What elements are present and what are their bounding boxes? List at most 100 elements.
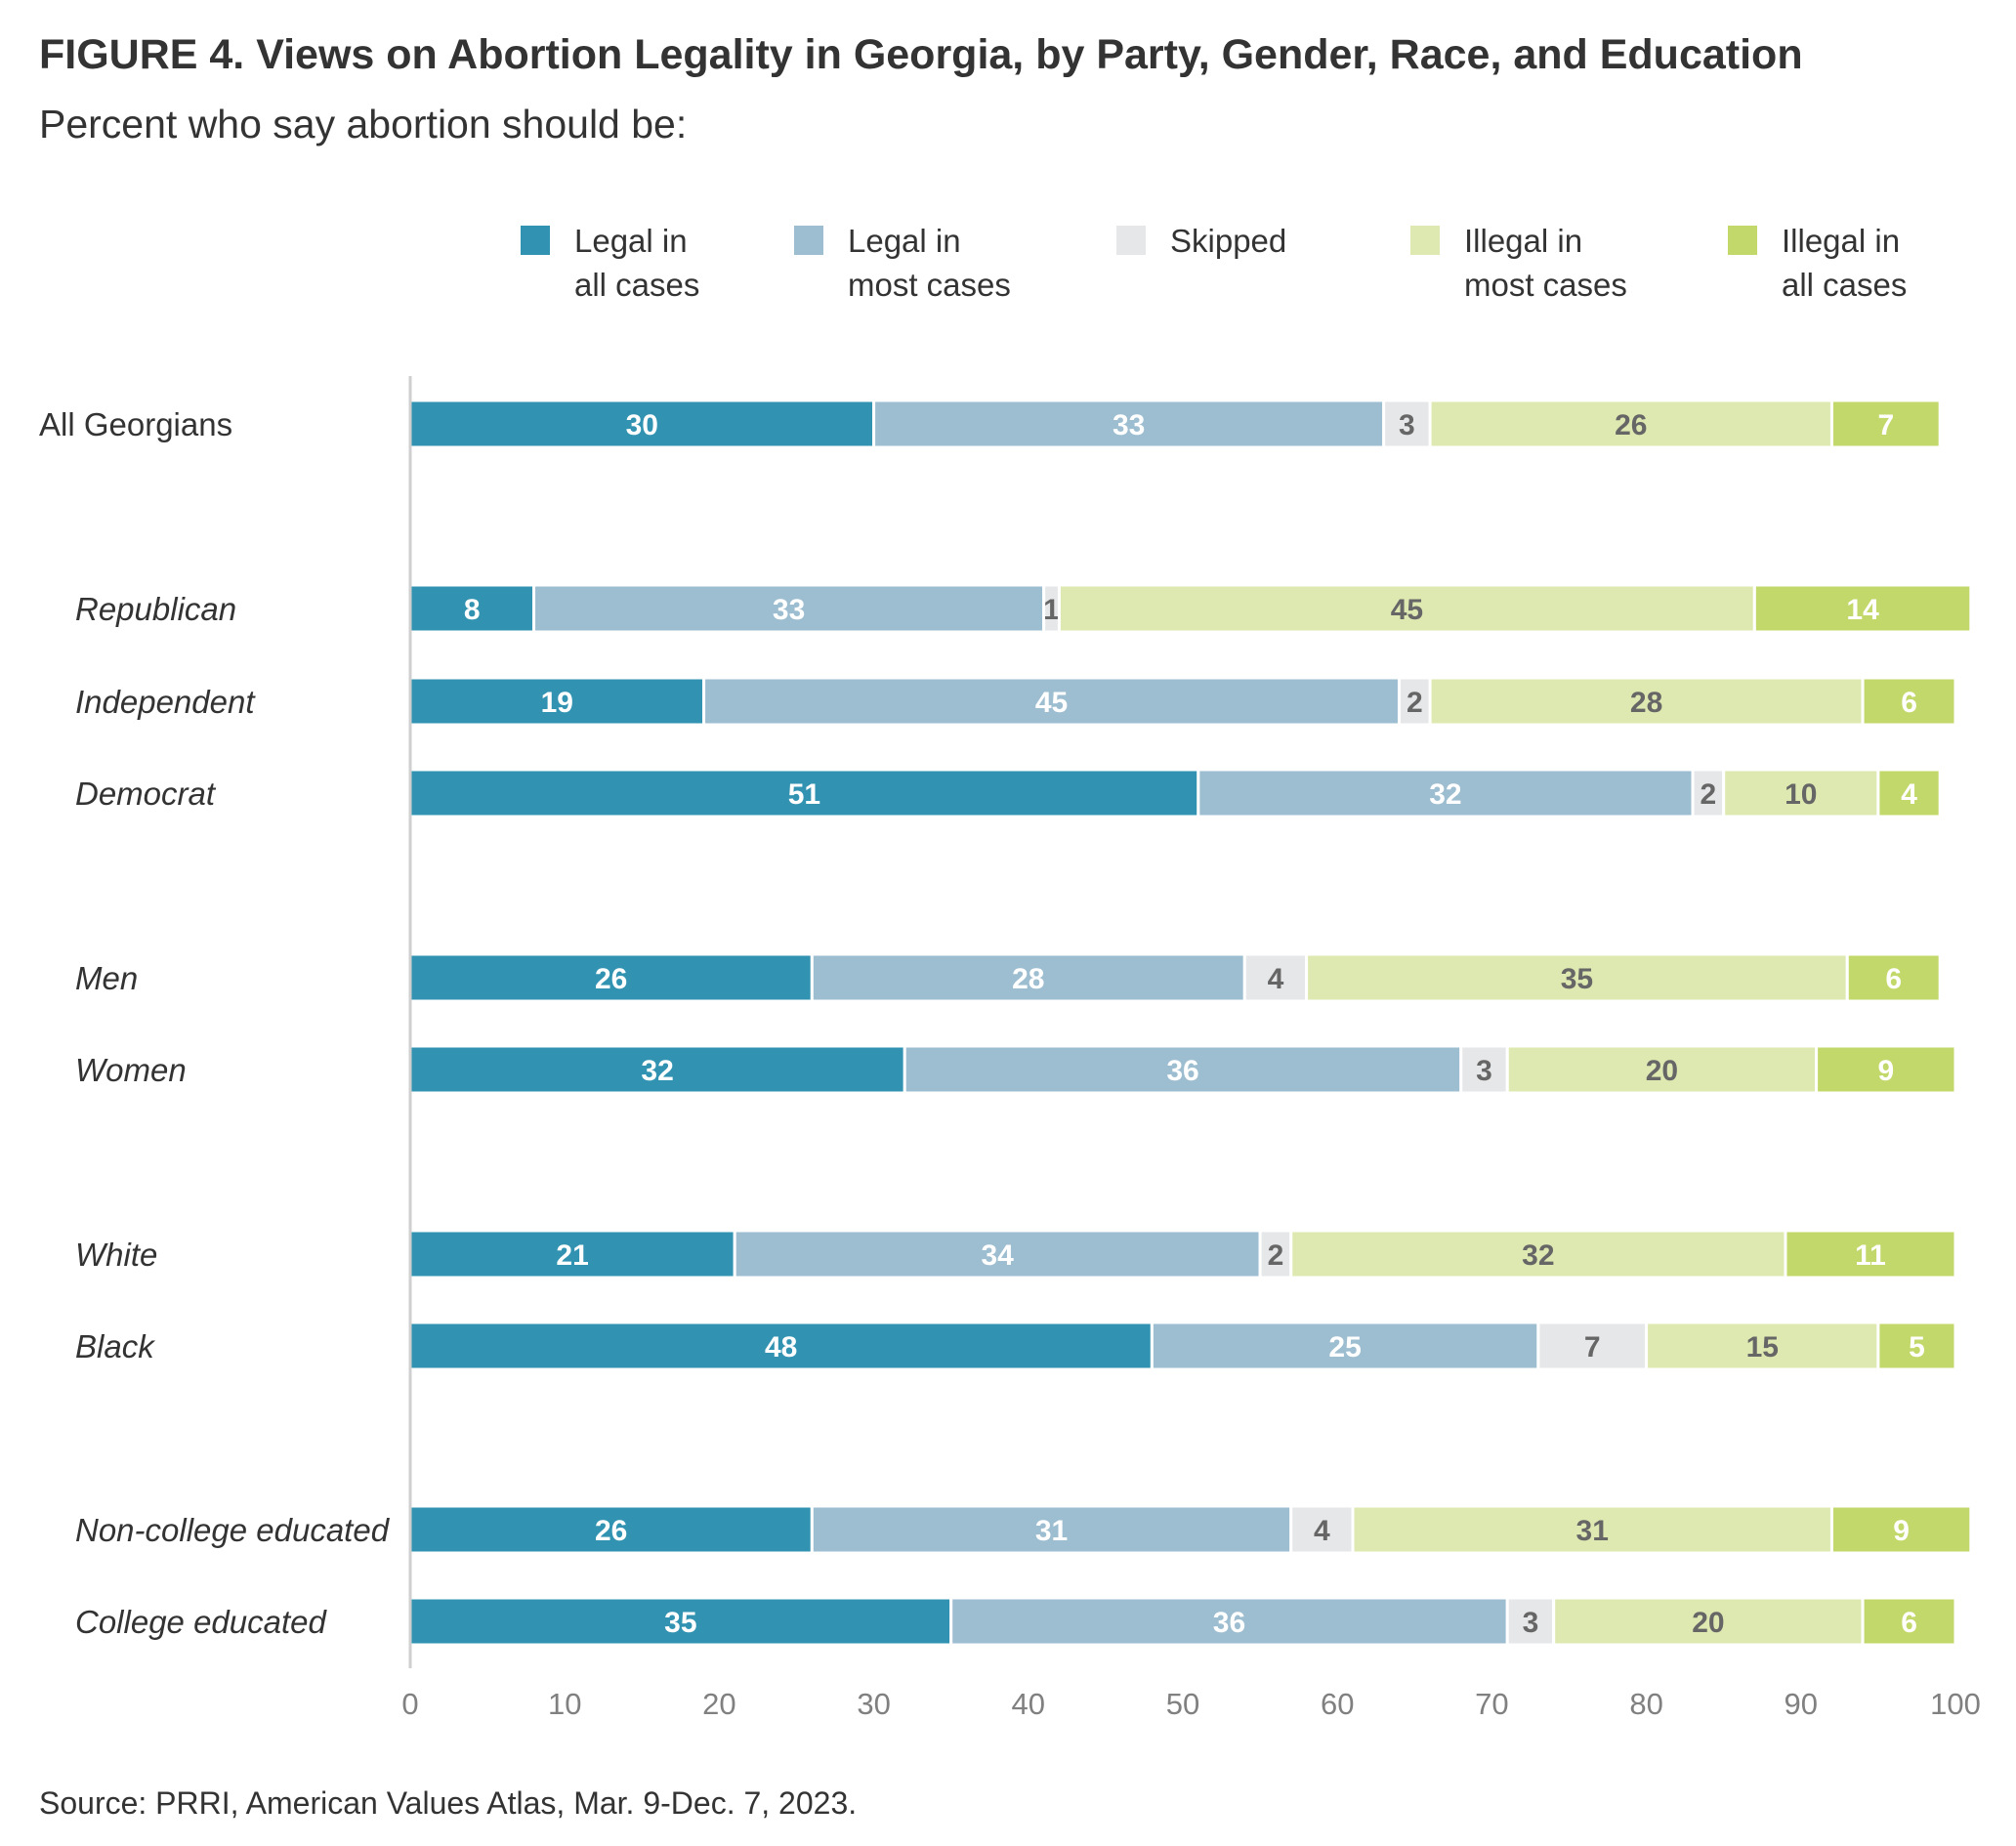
bar-segment-legal-in-most-cases [903,1044,1463,1095]
data-label: 3 [1476,1055,1492,1087]
data-label: 32 [1429,778,1461,811]
data-label: 32 [641,1055,673,1087]
data-label: 33 [1113,409,1145,441]
x-tick-label: 100 [1930,1687,1981,1721]
x-tick-label: 30 [857,1687,890,1721]
legend-label: all cases [1782,267,1907,303]
bar-segment-illegal-in-all-cases [1845,952,1942,1003]
legend-label: Legal in [574,223,688,259]
bar-row-black: 48 25 7 15 5 [408,1321,1957,1371]
data-label: 7 [1877,409,1894,441]
x-tick-label: 20 [702,1687,735,1721]
bar-row-women: 32 36 3 20 9 [408,1044,1957,1095]
bar-segment-illegal-in-all-cases [1815,1044,1957,1095]
x-axis: 0 10 20 30 40 50 60 70 80 90 100 [401,376,1981,1721]
data-label: 2 [1407,687,1423,719]
x-tick-label: 40 [1012,1687,1045,1721]
data-label: 20 [1692,1607,1724,1639]
data-label: 2 [1701,778,1717,811]
data-label: 26 [595,1515,627,1547]
category-label-republican: Republican [75,591,236,627]
bar-segment-legal-in-all-cases [408,583,536,634]
bar-row-white: 21 34 2 32 11 [408,1229,1957,1280]
x-tick-label: 60 [1321,1687,1354,1721]
chart-title: FIGURE 4. Views on Abortion Legality in … [39,31,1803,78]
category-label-non-college-educated: Non-college educated [75,1512,391,1548]
data-label: 35 [664,1607,696,1639]
bar-segment-illegal-in-all-cases [1876,1321,1957,1371]
category-label-black: Black [75,1328,155,1364]
x-tick-label: 10 [548,1687,581,1721]
data-label: 9 [1877,1055,1894,1087]
category-label-women: Women [75,1052,187,1088]
data-label: 32 [1522,1239,1554,1272]
data-label: 14 [1846,594,1879,626]
bar-row-independent: 19 45 2 28 6 [408,676,1957,727]
legend-item-illegal-in-all-cases: Illegal in all cases [1728,223,1907,303]
legend-item-legal-in-most-cases: Legal in most cases [794,223,1011,303]
data-label: 6 [1901,687,1917,719]
bar-segment-illegal-in-most-cases [1428,676,1865,727]
bar-row-democrat: 51 32 2 10 4 [408,768,1942,818]
legend-label: all cases [574,267,699,303]
data-label: 25 [1328,1331,1361,1364]
data-label: 3 [1399,409,1415,441]
bar-row-all-georgians: 30 33 3 26 7 [408,399,1942,449]
data-label: 31 [1035,1515,1068,1547]
x-tick-label: 50 [1166,1687,1199,1721]
data-label: 19 [541,687,573,719]
chart-subtitle: Percent who say abortion should be: [39,102,688,147]
bar-segment-legal-in-all-cases [408,1504,814,1555]
bar-segment-illegal-in-most-cases [1305,952,1849,1003]
legend-item-legal-in-all-cases: Legal in all cases [521,223,699,303]
bar-segment-skipped [1459,1044,1509,1095]
bar-segment-legal-in-most-cases [532,583,1046,634]
bar-segment-illegal-in-all-cases [1829,1504,1973,1555]
bar-segment-legal-in-all-cases [408,399,876,449]
data-label: 4 [1901,778,1917,811]
data-label: 45 [1035,687,1068,719]
legend-swatch [521,226,550,255]
data-label: 6 [1885,963,1902,995]
bar-row-college-educated: 35 36 3 20 6 [408,1596,1957,1647]
data-label: 35 [1561,963,1593,995]
bar-segment-illegal-in-all-cases [1784,1229,1957,1280]
bar-segment-legal-in-most-cases [1150,1321,1540,1371]
x-tick-label: 0 [401,1687,418,1721]
legend-label: Illegal in [1464,223,1582,259]
legend-item-illegal-in-most-cases: Illegal in most cases [1410,223,1627,303]
data-label: 33 [773,594,805,626]
x-tick-label: 90 [1785,1687,1818,1721]
data-label: 28 [1012,963,1044,995]
bar-segment-illegal-in-all-cases [1876,768,1942,818]
x-tick-label: 70 [1475,1687,1508,1721]
bar-segment-legal-in-most-cases [702,676,1401,727]
data-label: 7 [1584,1331,1601,1364]
bar-segment-legal-in-all-cases [408,1596,953,1647]
bar-row-republican: 8 33 1 45 14 [408,583,1973,634]
legend-swatch [1728,226,1757,255]
data-label: 10 [1785,778,1817,811]
category-label-white: White [75,1237,157,1273]
data-label: 28 [1630,687,1662,719]
legend-item-skipped: Skipped [1116,223,1286,259]
legend-label: Illegal in [1782,223,1900,259]
data-label: 4 [1314,1515,1330,1547]
data-label: 31 [1576,1515,1609,1547]
data-label: 15 [1746,1331,1779,1364]
bar-segment-skipped [1242,952,1309,1003]
legend-label: most cases [1464,267,1627,303]
bar-segment-illegal-in-all-cases [1861,676,1957,727]
bar-row-non-college-educated: 26 31 4 31 9 [408,1504,1973,1555]
legend-label: most cases [848,267,1011,303]
data-label: 36 [1166,1055,1198,1087]
data-label: 5 [1909,1331,1925,1364]
data-label: 8 [464,594,481,626]
legend-swatch [1116,226,1146,255]
x-tick-label: 80 [1629,1687,1662,1721]
data-label: 51 [788,778,820,811]
bar-segment-illegal-in-all-cases [1861,1596,1957,1647]
bar-segment-legal-in-most-cases [810,952,1246,1003]
bar-segment-illegal-in-most-cases [1428,399,1833,449]
